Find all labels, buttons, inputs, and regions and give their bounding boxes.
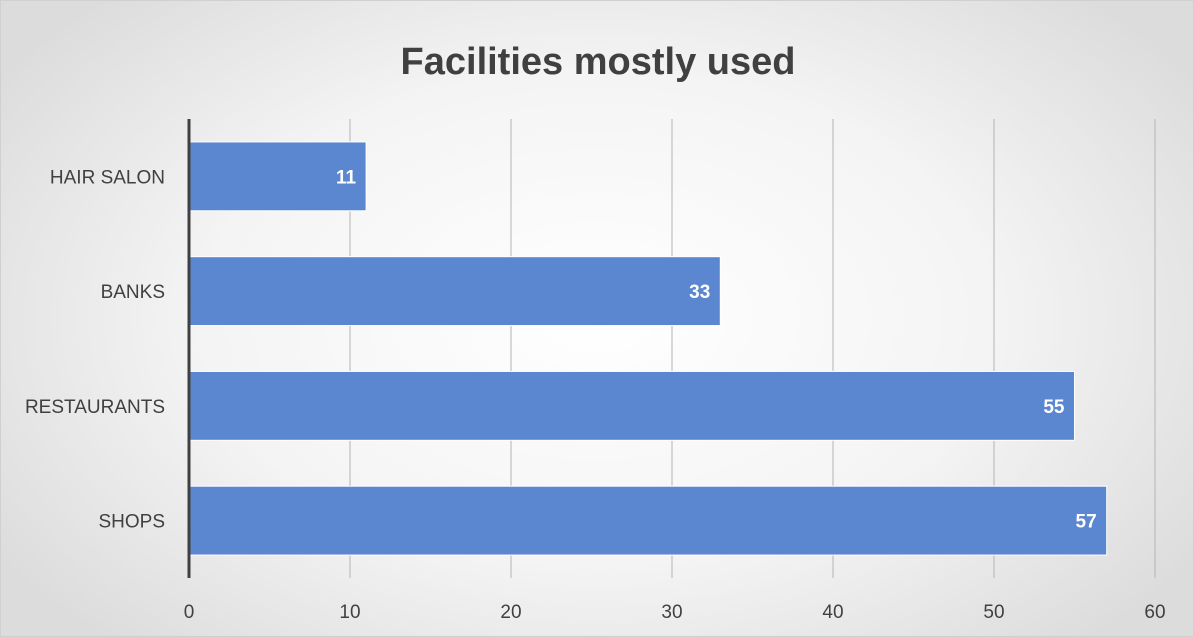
data-label: 33	[689, 282, 710, 303]
chart-title: Facilities mostly used	[401, 41, 796, 83]
x-tick-label: 40	[822, 602, 843, 623]
bar	[188, 485, 1108, 556]
data-label: 11	[336, 167, 357, 188]
bar	[188, 370, 1075, 441]
bars	[188, 141, 1108, 556]
x-tick-label: 0	[184, 602, 195, 623]
category-label: SHOPS	[98, 512, 165, 533]
x-tick-label: 30	[661, 602, 682, 623]
x-tick-label: 20	[500, 602, 521, 623]
bar	[188, 141, 367, 212]
x-tick-label: 10	[339, 602, 360, 623]
bar	[188, 256, 721, 327]
x-tick-label: 60	[1144, 602, 1165, 623]
category-label: RESTAURANTS	[25, 397, 165, 418]
data-label: 57	[1076, 512, 1097, 533]
labels: 0 10 20 30 40 50 60 HAIR SALON 11 BANKS 33 RESTAURA…	[25, 167, 1166, 623]
category-label: HAIR SALON	[50, 167, 165, 188]
category-label: BANKS	[101, 282, 165, 303]
data-label: 55	[1043, 397, 1065, 418]
x-tick-label: 50	[983, 602, 1004, 623]
